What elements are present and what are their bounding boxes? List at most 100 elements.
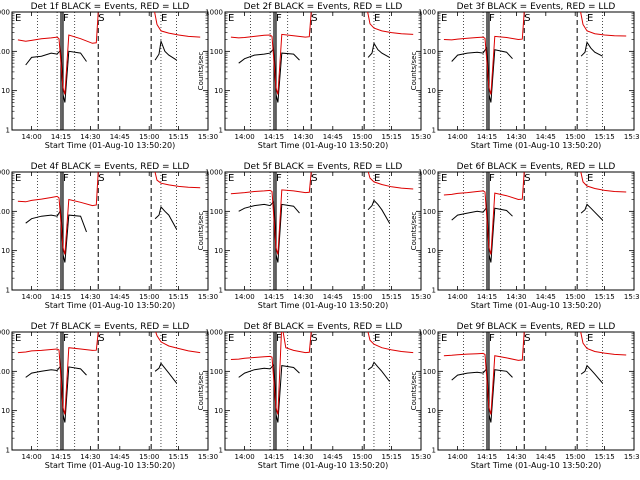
marker-label: F — [489, 173, 495, 184]
series-events — [451, 364, 603, 423]
plot-frame — [11, 331, 209, 451]
y-axis-label: Counts/sec — [410, 372, 418, 411]
marker-label: E — [228, 13, 234, 24]
marker-label: F — [63, 13, 69, 24]
panel-title: Det 5f BLACK = Events, RED = LLD — [244, 162, 403, 172]
y-tick-label: 100 — [423, 368, 436, 376]
x-axis-label: Start Time (01-Aug-10 13:50:20) — [258, 301, 389, 310]
reference-lines — [37, 172, 177, 290]
x-tick-label: 14:00 — [22, 133, 42, 141]
panel-title: Det 3f BLACK = Events, RED = LLD — [457, 2, 616, 12]
series-events — [25, 362, 177, 423]
x-tick-label: 14:00 — [235, 133, 255, 141]
x-axis-label: Start Time (01-Aug-10 13:50:20) — [471, 301, 602, 310]
panel-det-6: Det 6f BLACK = Events, RED = LLD 14:00 14:… — [410, 162, 640, 310]
y-tick-label: 1000 — [418, 9, 436, 17]
marker-label: S — [311, 333, 317, 344]
marker-label: E — [374, 173, 380, 184]
x-tick-label: 15:00 — [352, 293, 372, 301]
series-events — [238, 41, 390, 103]
reference-lines — [250, 332, 390, 450]
panel-title: Det 4f BLACK = Events, RED = LLD — [31, 162, 190, 172]
y-tick-label: 100 — [210, 208, 223, 216]
series-group — [17, 172, 201, 263]
panel-det-9: Det 9f BLACK = Events, RED = LLD 14:00 14:… — [410, 322, 640, 470]
series-events — [25, 39, 177, 103]
marker-label: E — [374, 333, 380, 344]
y-axis-label: Counts/sec — [410, 52, 418, 91]
plot-frame — [224, 11, 422, 131]
y-axis-label: Counts/sec — [197, 52, 205, 91]
y-tick-label: 100 — [0, 208, 10, 216]
marker-label: E — [228, 173, 234, 184]
marker-label: F — [63, 173, 69, 184]
reference-lines — [250, 172, 390, 290]
x-tick-label: 14:30 — [506, 133, 526, 141]
panel-det-7: Det 7f BLACK = Events, RED = LLD 14:00 14:… — [0, 322, 218, 470]
x-tick-label: 15:15 — [169, 133, 189, 141]
marker-label: E — [15, 333, 21, 344]
marker-label: S — [98, 13, 104, 24]
series-lld — [443, 172, 627, 255]
series-lld — [230, 172, 414, 255]
y-tick-label: 1 — [6, 127, 10, 135]
x-tick-label: 15:00 — [139, 293, 159, 301]
series-lld — [443, 12, 627, 95]
marker-label: S — [98, 173, 104, 184]
plot-frame — [437, 11, 635, 131]
series-lld — [17, 332, 201, 415]
marker-label: S — [524, 173, 530, 184]
x-tick-label: 14:45 — [536, 453, 556, 461]
y-tick-label: 1 — [6, 447, 10, 455]
series-events — [451, 41, 603, 103]
x-tick-label: 14:45 — [110, 133, 130, 141]
y-tick-label: 100 — [423, 208, 436, 216]
series-lld — [230, 12, 414, 95]
y-tick-label: 1000 — [205, 329, 223, 337]
panel-title: Det 2f BLACK = Events, RED = LLD — [244, 2, 403, 12]
y-tick-label: 10 — [214, 407, 223, 415]
series-lld — [230, 332, 414, 415]
x-tick-label: 15:00 — [352, 453, 372, 461]
y-tick-label: 10 — [214, 247, 223, 255]
plot-frame — [437, 171, 635, 291]
x-tick-label: 14:15 — [477, 133, 497, 141]
x-tick-label: 14:15 — [51, 293, 71, 301]
x-tick-label: 14:45 — [536, 293, 556, 301]
series-events — [238, 199, 391, 263]
series-group — [443, 12, 627, 103]
x-tick-label: 14:30 — [293, 133, 313, 141]
x-tick-label: 14:45 — [323, 293, 343, 301]
marker-label: S — [311, 173, 317, 184]
x-tick-label: 14:45 — [536, 133, 556, 141]
x-tick-label: 15:00 — [352, 133, 372, 141]
series-events — [451, 203, 603, 263]
marker-label: S — [98, 333, 104, 344]
plot-frame — [437, 331, 635, 451]
x-tick-label: 15:30 — [411, 133, 431, 141]
marker-label: F — [276, 13, 282, 24]
panel-det-8: Det 8f BLACK = Events, RED = LLD 14:00 14:… — [197, 322, 431, 470]
marker-label: E — [587, 13, 593, 24]
marker-label: F — [276, 333, 282, 344]
x-tick-label: 14:15 — [477, 293, 497, 301]
x-tick-label: 14:45 — [323, 133, 343, 141]
panel-title: Det 6f BLACK = Events, RED = LLD — [457, 162, 616, 172]
y-tick-label: 1000 — [0, 329, 10, 337]
x-tick-label: 14:00 — [448, 293, 468, 301]
x-tick-label: 15:15 — [382, 453, 402, 461]
x-tick-label: 15:30 — [624, 133, 640, 141]
x-tick-label: 14:15 — [264, 293, 284, 301]
panel-det-5: Det 5f BLACK = Events, RED = LLD 14:00 14:… — [197, 162, 431, 310]
x-tick-label: 15:15 — [382, 133, 402, 141]
series-events — [25, 205, 178, 263]
x-tick-label: 14:00 — [235, 453, 255, 461]
marker-label: F — [489, 333, 495, 344]
marker-label: E — [441, 333, 447, 344]
x-tick-label: 14:15 — [264, 133, 284, 141]
series-lld — [443, 332, 627, 415]
marker-label: E — [587, 173, 593, 184]
marker-label: E — [161, 333, 167, 344]
y-axis-label: Counts/sec — [197, 372, 205, 411]
